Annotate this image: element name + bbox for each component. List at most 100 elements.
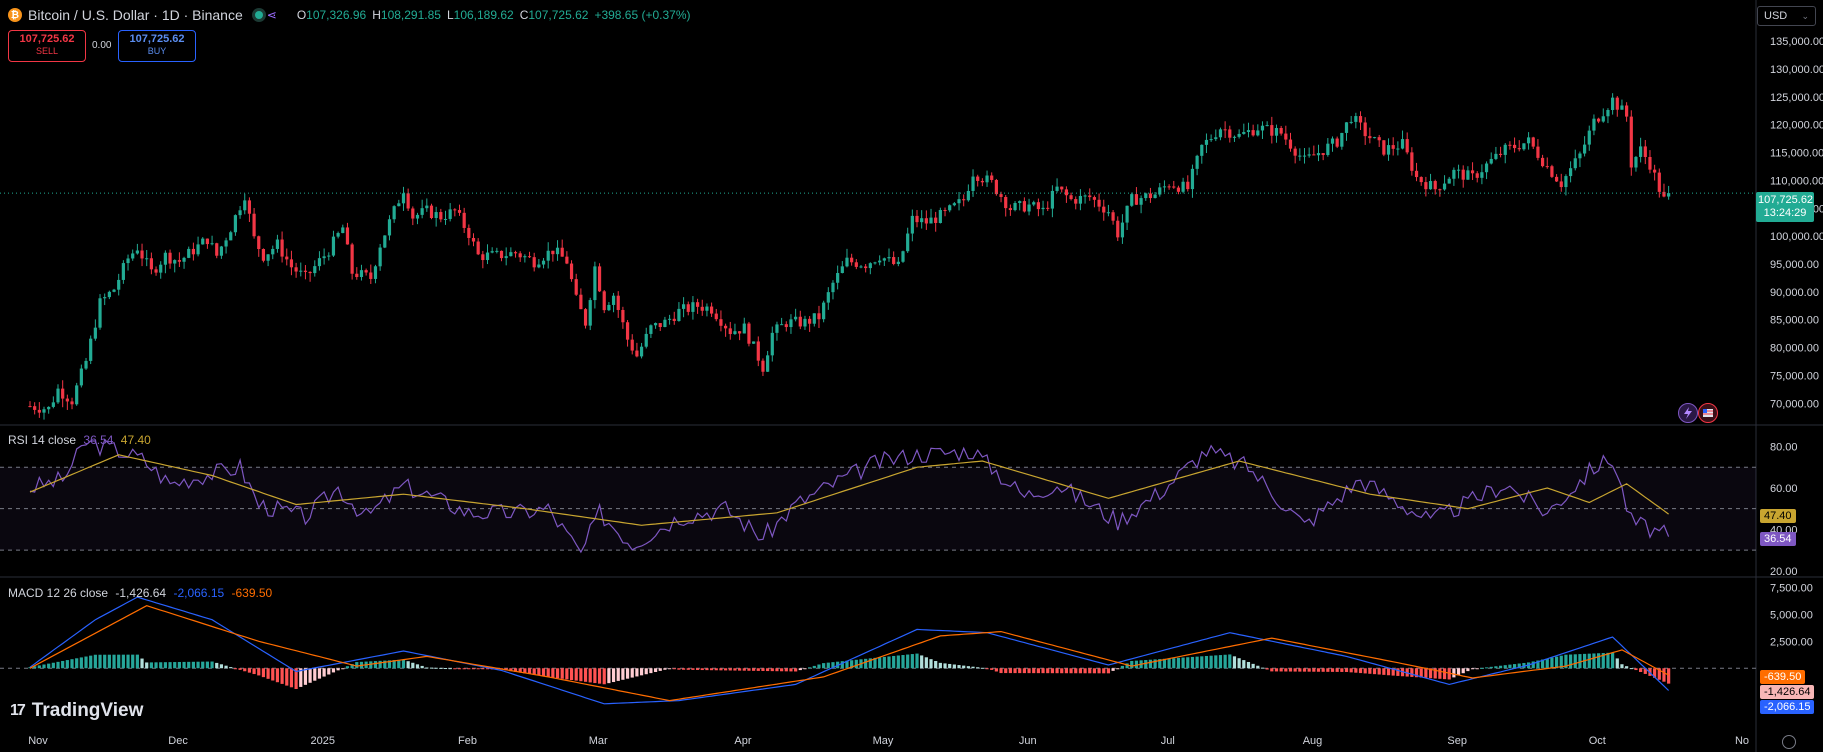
sell-button[interactable]: 107,725.62 SELL [8,30,86,62]
rsi-legend[interactable]: RSI 14 close 36.54 47.40 [8,433,155,447]
candle-body [962,199,966,201]
macd-histogram-bar [61,660,65,669]
candle-body [187,248,191,258]
candle-body [854,262,858,267]
macd-histogram-bar [1639,668,1643,672]
macd-histogram-bar [994,668,998,672]
macd-histogram-bar [1069,668,1073,674]
candle-body [1667,193,1671,197]
candle-body [79,368,83,386]
candle-body [1022,201,1026,212]
macd-histogram-bar [1246,661,1251,669]
macd-histogram-bar [906,654,910,669]
candle-body [238,210,242,216]
macd-histogram-bar [1466,668,1470,672]
candle-body [1302,155,1307,157]
macd-histogram-bar [934,661,938,669]
candle-body [1125,205,1129,223]
candle-body [775,324,779,333]
candle-body [47,406,51,410]
macd-legend[interactable]: MACD 12 26 close -1,426.64 -2,066.15 -63… [8,586,276,600]
macd-hist-tag: -1,426.64 [1760,685,1815,699]
candle-body [714,313,718,320]
time-axis-tick: Apr [734,735,751,747]
candle-body [808,318,812,324]
macd-histogram-bar [1288,668,1293,672]
candle-body [1536,146,1540,158]
macd-histogram-bar [135,654,139,669]
price-axis-tick: 115,000.00 [1770,148,1823,160]
event-flash-icon[interactable] [1678,403,1698,423]
candle-body [336,233,340,237]
macd-histogram-bar [728,668,732,671]
macd-histogram-bar [1606,652,1610,669]
candle-body [1358,116,1363,123]
candle-body [1517,148,1521,150]
macd-histogram-bar [943,663,947,669]
macd-histogram-bar [971,666,975,669]
signal-line [29,605,1669,702]
settings-icon[interactable] [1782,735,1796,749]
currency-select[interactable]: USD ⌄ [1757,6,1816,26]
candle-body [1424,182,1428,190]
buy-price: 107,725.62 [129,33,185,45]
candle-body [1274,127,1279,136]
economic-event-icon[interactable] [1698,403,1718,423]
macd-histogram-bar [1008,668,1012,674]
macd-histogram-bar [817,664,821,669]
tradingview-logo-icon: 17 [10,702,26,719]
macd-histogram-bar [705,668,709,671]
macd-histogram-bar [1592,653,1596,669]
candle-body [831,282,835,293]
candle-body [560,247,564,257]
macd-histogram-bar [541,668,546,677]
macd-histogram-bar [1167,658,1171,669]
macd-histogram-bar [448,668,452,670]
share-icon[interactable]: ⋖ [266,8,277,22]
ohlc-high-value: 108,291.85 [380,8,441,22]
candle-body [1428,181,1433,190]
macd-histogram-bar [261,668,266,678]
candle-body [1106,212,1111,214]
candle-body [742,323,746,334]
macd-histogram-bar [709,668,714,671]
symbol-title[interactable]: Bitcoin / U.S. Dollar · 1D · Binance [28,7,243,23]
macd-histogram-bar [79,657,83,669]
candle-body [331,236,336,256]
candle-body [1377,137,1381,141]
candle-body [943,210,947,212]
candle-body [1550,166,1554,177]
candle-body [705,306,709,311]
candle-body [1568,168,1573,177]
macd-histogram-bar [1363,668,1367,674]
macd-histogram-bar [1550,657,1554,669]
macd-axis-tick: 7,500.00 [1770,582,1813,594]
buy-button[interactable]: 107,725.62 BUY [118,30,196,62]
macd-histogram-bar [546,668,550,677]
candle-body [415,214,420,219]
candle-body [1508,144,1512,146]
macd-histogram-bar [1601,653,1605,669]
macd-histogram-bar [1428,668,1433,679]
macd-histogram-bar [1554,656,1559,669]
macd-histogram-bar [752,668,756,671]
macd-histogram-bar [443,668,448,670]
macd-histogram-bar [1190,656,1195,669]
candle-body [836,273,840,283]
macd-histogram-bar [481,668,485,670]
macd-line-tag: -2,066.15 [1760,700,1815,714]
macd-histogram-bar [1489,666,1493,669]
candle-body [261,249,266,261]
macd-histogram-bar [1433,668,1437,679]
candle-body [303,270,308,272]
candle-body [1111,212,1115,221]
candle-body [453,209,457,211]
candle-body [1232,136,1237,138]
candle-body [1298,155,1302,157]
buy-label: BUY [147,46,167,56]
candle-body [1368,136,1372,139]
tradingview-logo[interactable]: 17 TradingView [10,700,143,722]
macd-histogram-bar [915,653,919,669]
market-status-icon[interactable] [254,11,263,19]
